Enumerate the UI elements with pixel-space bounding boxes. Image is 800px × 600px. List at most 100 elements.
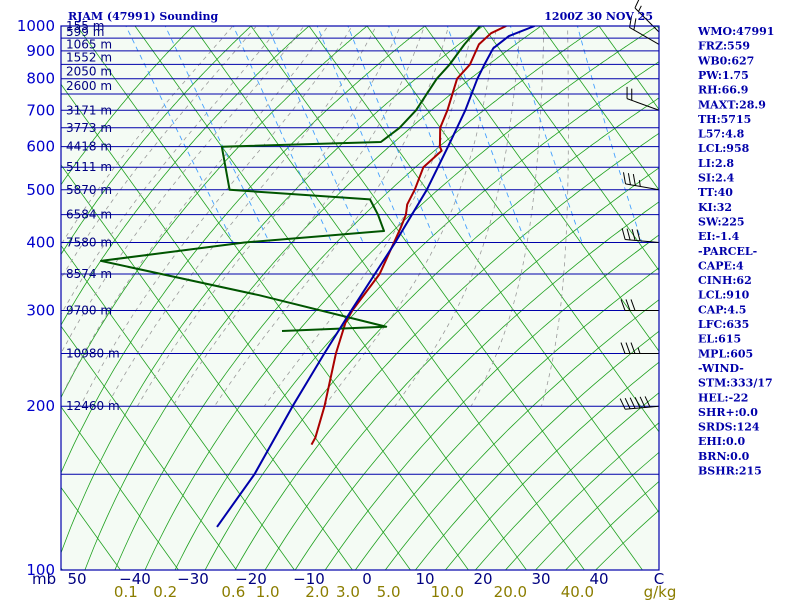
- mixing-ratio-label: 20.0: [494, 583, 527, 600]
- dry-adiabat: [61, 26, 252, 256]
- index-entry: STM:333/17: [698, 377, 773, 390]
- moist-adiabat: [394, 26, 521, 407]
- temperature-tick-label: 50: [67, 570, 86, 588]
- dry-adiabat: [294, 201, 659, 570]
- isotherm: [540, 26, 659, 191]
- moist-adiabat: [61, 26, 329, 398]
- height-label: 5111 m: [66, 160, 112, 174]
- dry-adiabat: [384, 299, 659, 570]
- isotherm: [61, 83, 411, 570]
- index-entry: LCL:910: [698, 289, 750, 302]
- index-entry: CAPE:4: [698, 259, 744, 272]
- index-entry: SHR+:0.0: [698, 406, 758, 419]
- dry-adiabat: [114, 26, 600, 570]
- dry-adiabat: [61, 26, 194, 186]
- dry-adiabat: [61, 26, 484, 555]
- index-entry: KI:32: [698, 201, 732, 214]
- wind-barb: [634, 0, 660, 33]
- height-label: 7580 m: [66, 235, 112, 249]
- mixing-ratio-label: 0.1: [114, 583, 138, 600]
- wind-barb: [619, 396, 660, 410]
- mixing-ratio-line: [316, 26, 409, 243]
- dry-adiabat: [84, 26, 542, 570]
- isotherm: [482, 26, 659, 272]
- mixing-ratio-line: [164, 26, 270, 243]
- pressure-label: 800: [26, 70, 55, 88]
- index-entry: EI:-1.4: [698, 230, 740, 243]
- mixing-ratio-label: 2.0: [305, 583, 329, 600]
- dry-adiabat: [144, 26, 658, 570]
- moist-adiabat: [470, 26, 545, 407]
- pressure-label: 400: [26, 233, 55, 251]
- isotherm: [308, 26, 659, 514]
- mixing-ratio-line: [267, 26, 364, 243]
- chart-time: 1200Z 30 NOV 25: [544, 10, 653, 23]
- moist-adiabat: [61, 26, 305, 355]
- index-entry: TH:5715: [698, 113, 751, 126]
- height-label: 5870 m: [66, 183, 112, 197]
- isotherm: [0, 14, 13, 582]
- index-entry: WB0:627: [697, 54, 754, 67]
- isotherm: [250, 26, 643, 570]
- mixing-ratio-label: 0.6: [221, 583, 245, 600]
- index-entry: MAXT:28.9: [698, 98, 766, 111]
- height-label: 6584 m: [66, 208, 112, 222]
- index-entry: SW:225: [698, 215, 745, 228]
- index-entry: BRN:0.0: [698, 450, 750, 463]
- mixing-ratio-line: [347, 26, 437, 243]
- height-label: 3773 m: [66, 121, 112, 135]
- temperature-unit: C: [654, 570, 664, 588]
- isotherm: [192, 26, 585, 570]
- index-entry: EHI:0.0: [698, 435, 745, 448]
- temperature-line: [310, 26, 507, 446]
- moist-adiabat: [541, 26, 569, 407]
- dry-adiabat: [61, 26, 368, 399]
- height-label: 12460 m: [66, 399, 120, 413]
- isotherm: [61, 325, 237, 570]
- index-entry: CAP:4.5: [698, 303, 746, 316]
- dewpoint-line: [100, 26, 481, 332]
- pressure-label: 600: [26, 138, 55, 156]
- mixing-ratio-line: [125, 26, 234, 243]
- mixing-ratio-line: [576, 26, 643, 243]
- temperature-tick-label: −30: [177, 570, 209, 588]
- moist-adiabat: [263, 26, 473, 407]
- index-entry: FRZ:559: [698, 40, 750, 53]
- temperature-tick-label: 30: [531, 570, 550, 588]
- height-label: 2050 m: [66, 64, 112, 78]
- height-label: 4418 m: [66, 140, 112, 154]
- mixing-ratio-line: [232, 26, 333, 243]
- wind-barb: [621, 228, 660, 243]
- temperature-tick-label: 20: [473, 570, 492, 588]
- index-entry: SRDS:124: [698, 421, 760, 434]
- index-entry: HEL:-22: [698, 391, 748, 404]
- pressure-label: 300: [26, 301, 55, 319]
- pressure-label: 1000: [17, 17, 55, 35]
- height-label: 155 m: [66, 19, 104, 33]
- pressure-label: 700: [26, 101, 55, 119]
- height-label: 1552 m: [66, 51, 112, 65]
- index-entry: PW:1.75: [698, 69, 749, 82]
- index-entry: CINH:62: [698, 274, 752, 287]
- dry-adiabat: [354, 267, 659, 570]
- dry-adiabat: [264, 167, 659, 570]
- wind-barb: [620, 342, 659, 355]
- temperature-tick-label: 40: [589, 570, 608, 588]
- isotherm: [61, 244, 295, 570]
- isotherm: [61, 164, 353, 570]
- mixing-ratio-line: [388, 26, 474, 243]
- index-entry: BSHR:215: [698, 465, 762, 478]
- chart-title: RJAM (47991) Sounding: [68, 10, 219, 23]
- plot-frame: [60, 25, 660, 571]
- height-label: 10980 m: [66, 347, 120, 361]
- pressure-label: 100: [26, 561, 55, 579]
- pressure-unit: mb: [32, 570, 56, 588]
- index-entry: EL:615: [698, 333, 741, 346]
- index-entry: LCL:958: [698, 142, 750, 155]
- parcel-line: [216, 26, 535, 528]
- mixing-ratio-label: 1.0: [256, 583, 280, 600]
- moist-adiabat: [61, 26, 281, 316]
- index-entry: MPL:605: [698, 347, 753, 360]
